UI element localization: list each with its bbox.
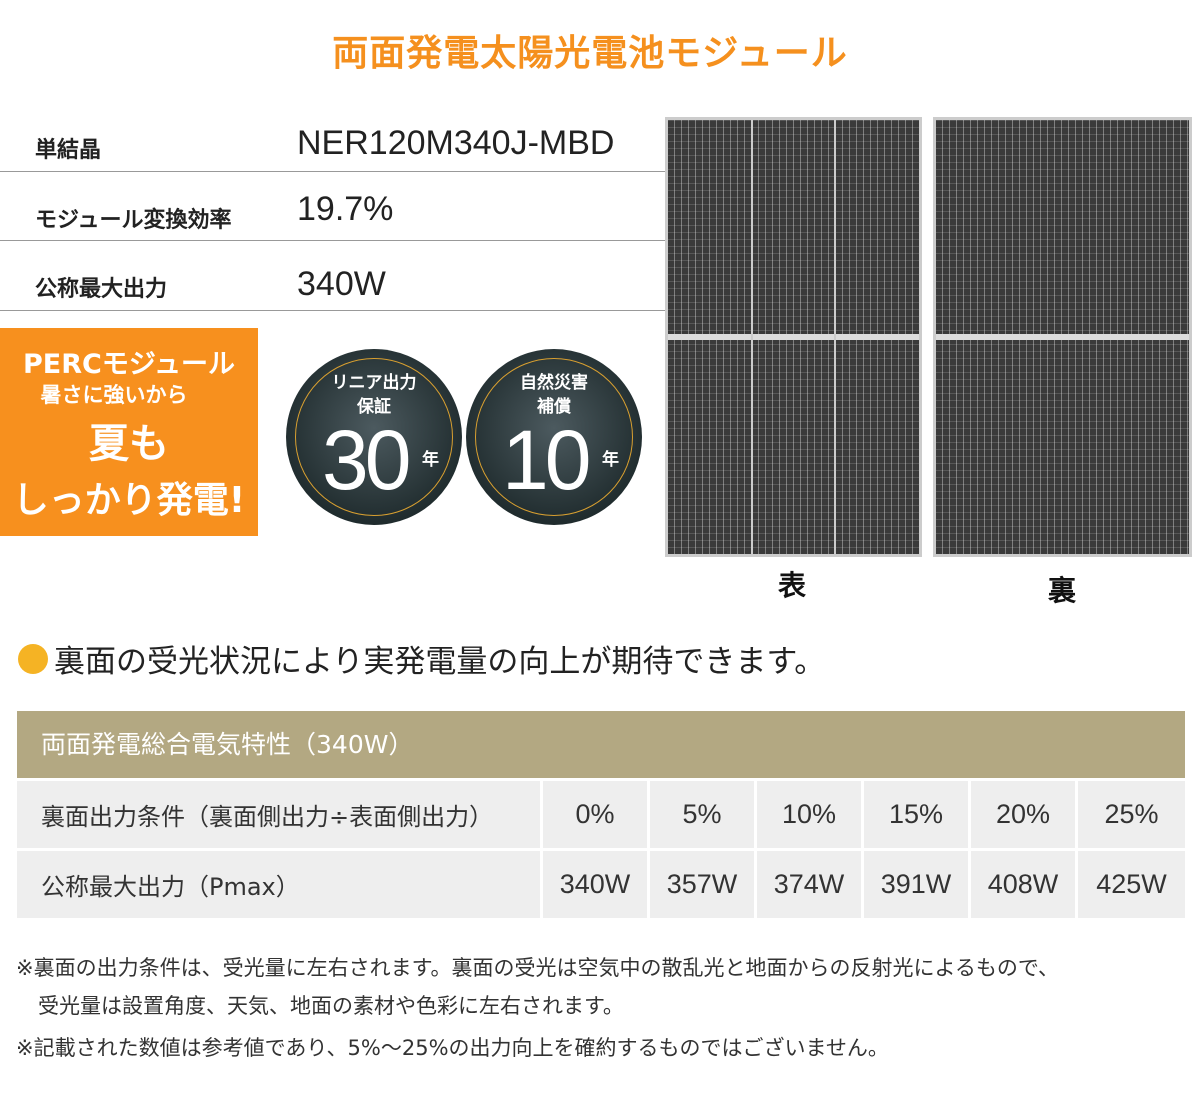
spec-value: 19.7% [297,190,394,228]
spec-label: 公称最大出力 [35,277,168,302]
table-cell: 357W [650,851,754,918]
badge-text: 補償 [537,397,571,417]
spec-label: モジュール変換効率 [35,208,232,233]
subheading-text: 裏面の受光状況により実発電量の向上が期待できます。 [54,644,826,680]
promo-line: PERCモジュール [23,349,235,380]
table-row: 裏面出力条件（裏面側出力÷表面側出力） 0% 5% 10% 15% 20% 25… [17,781,1185,848]
badge-number: 10 [502,413,591,507]
table-cell: 20% [971,781,1075,848]
warranty-badge: リニア出力保証 30 年 [286,349,462,525]
table-cell: 5% [650,781,754,848]
footnote: ※記載された数値は参考値であり、5%～25%の出力向上を確約するものではございま… [16,1036,889,1060]
spec-row: 公称最大出力 340W [0,241,665,311]
table-cell: 0% [543,781,647,848]
spec-value: 340W [297,265,386,303]
badge-number: 30 [322,413,411,507]
table-cell: 425W [1078,851,1185,918]
table-cell: 25% [1078,781,1185,848]
bullet-dot-icon [18,643,48,674]
spec-row: モジュール変換効率 19.7% [0,172,665,241]
footnote: 受光量は設置角度、天気、地面の素材や色彩に左右されます。 [38,994,624,1018]
spec-row: 単結晶 NER120M340J-MBD [0,102,665,172]
spec-value: NER120M340J-MBD [297,124,615,162]
characteristics-table: 両面発電総合電気特性（340W） 裏面出力条件（裏面側出力÷表面側出力） 0% … [17,711,1185,918]
row-label: 裏面出力条件（裏面側出力÷表面側出力） [17,781,540,848]
row-label: 公称最大出力（Pmax） [17,851,540,918]
promo-line: しっかり発電! [12,480,246,521]
table-cell: 374W [757,851,861,918]
panel-front-label: 表 [778,569,807,602]
subheading: 裏面の受光状況により実発電量の向上が期待できます。 [18,636,825,681]
table-title: 両面発電総合電気特性（340W） [17,711,1185,778]
badge-unit: 年 [602,450,619,470]
badge-text: 保証 [357,397,391,417]
promo-line: 暑さに強いから [40,383,188,407]
table-cell: 340W [543,851,647,918]
perc-promo-box: PERCモジュール 暑さに強いから 夏も しっかり発電! [0,328,258,536]
panel-front-image [665,117,922,557]
badge-unit: 年 [422,450,439,470]
promo-line: 夏も [89,421,169,467]
table-cell: 408W [971,851,1075,918]
table-cell: 10% [757,781,861,848]
panel-back-label: 裏 [1048,574,1077,607]
spec-label: 単結晶 [35,138,102,163]
table-cell: 391W [864,851,968,918]
badge-text: リニア出力 [331,373,417,393]
table-row: 公称最大出力（Pmax） 340W 357W 374W 391W 408W 42… [17,851,1185,918]
table-cell: 15% [864,781,968,848]
disaster-badge: 自然災害補償 10 年 [466,349,642,525]
panel-back-image [933,117,1192,557]
footnote: ※裏面の出力条件は、受光量に左右されます。裏面の受光は空気中の散乱光と地面からの… [16,956,1060,980]
page-title: 両面発電太陽光電池モジュール [332,33,848,74]
badge-text: 自然災害 [520,373,588,393]
